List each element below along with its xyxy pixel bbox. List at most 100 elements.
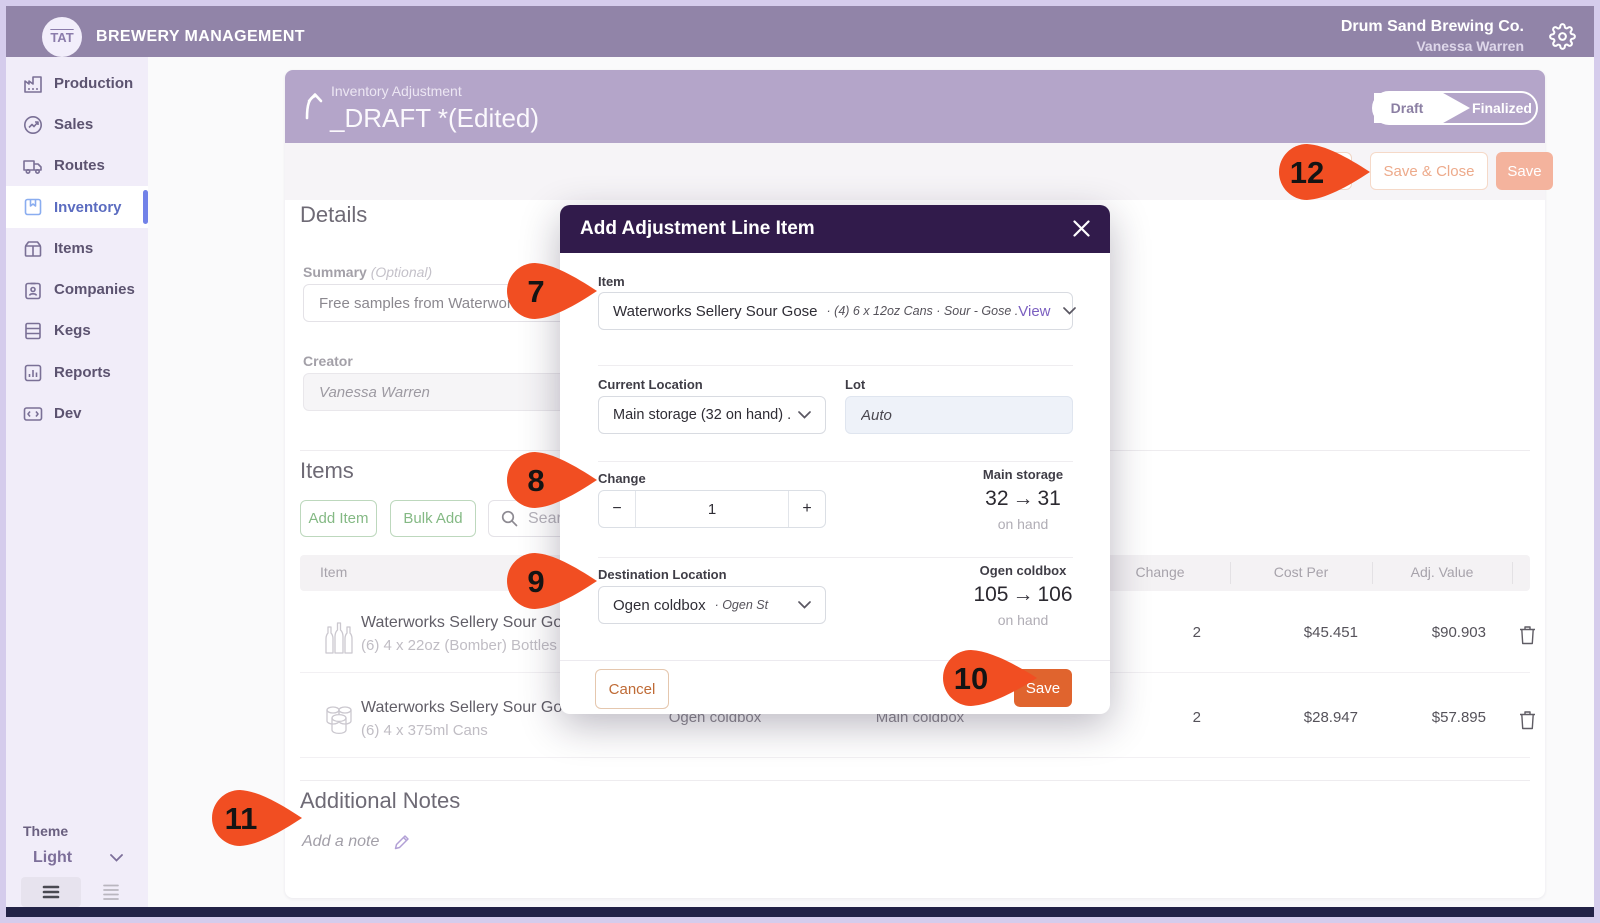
status-toggle: Draft Finalized [1372, 91, 1538, 125]
cancel-button[interactable]: Cancel [595, 669, 669, 709]
item-select-detail: · (4) 6 x 12oz Cans · Sour - Gose . [826, 304, 1019, 318]
sidebar-item-sales[interactable]: Sales [6, 104, 148, 145]
current-location-select[interactable]: Main storage (32 on hand) . [598, 396, 826, 434]
truck-icon [22, 155, 44, 177]
arrow-right-icon: → [1012, 487, 1034, 510]
summary-label: Summary (Optional) [303, 264, 433, 280]
cell-adj-value: $57.895 [1431, 709, 1486, 726]
decrement-button[interactable]: − [612, 500, 622, 517]
code-icon [22, 403, 44, 425]
sidebar-item-production[interactable]: Production [6, 63, 148, 104]
view-item-link[interactable]: View [1018, 302, 1051, 320]
modal-title: Add Adjustment Line Item [580, 218, 815, 239]
sidebar-item-inventory[interactable]: Inventory [6, 186, 148, 228]
sidebar-item-companies[interactable]: Companies [6, 269, 148, 310]
bookmark-box-icon [22, 196, 44, 218]
sidebar-item-items[interactable]: Items [6, 228, 148, 269]
section-divider [300, 780, 1530, 781]
sidebar-item-label: Inventory [54, 198, 122, 216]
col-change: Change [1135, 564, 1185, 580]
bulk-add-button[interactable]: Bulk Add [390, 500, 476, 537]
page-title: _DRAFT *(Edited) [330, 103, 540, 133]
bottles-icon [323, 618, 355, 656]
gift-box-icon [22, 238, 44, 260]
sidebar-item-label: Items [54, 240, 94, 257]
notes-heading: Additional Notes [300, 788, 461, 813]
bar-chart-icon [22, 362, 44, 384]
keg-icon [22, 320, 44, 342]
lot-input[interactable] [845, 396, 1073, 434]
sidebar-item-dev[interactable]: Dev [6, 393, 148, 434]
density-comfort-button[interactable] [81, 877, 141, 907]
item-select-value: Waterworks Sellery Sour Gose [613, 302, 818, 320]
save-and-close-button[interactable]: Save & Close [1370, 152, 1488, 190]
sidebar-item-routes[interactable]: Routes [6, 145, 148, 186]
user-name: Vanessa Warren [1416, 38, 1524, 54]
factory-icon [22, 73, 44, 95]
pencil-icon[interactable] [393, 833, 411, 851]
delete-row-button[interactable] [1518, 624, 1537, 646]
destination-location-label: Destination Location [598, 567, 727, 582]
change-value[interactable]: 1 [635, 491, 789, 527]
summary-optional-label: (Optional) [370, 264, 433, 280]
density-compact-button[interactable] [21, 877, 81, 907]
sidebar-item-label: Routes [54, 157, 105, 174]
item-format: (6) 4 x 375ml Cans [361, 722, 488, 739]
toolbar: Save & Close Save [285, 143, 1553, 200]
cell-change: 2 [1192, 709, 1201, 726]
details-heading: Details [300, 202, 368, 227]
add-note-field[interactable]: Add a note [302, 833, 411, 851]
destination-stock-preview: Ogen coldbox 105 → 106 on hand [940, 563, 1106, 628]
close-icon[interactable] [1073, 220, 1090, 237]
breadcrumb: Inventory Adjustment [331, 83, 462, 99]
id-card-icon [22, 279, 44, 301]
settings-gear-icon[interactable] [1549, 23, 1576, 50]
cell-cost-per: $45.451 [1303, 624, 1358, 641]
col-cost-per: Cost Per [1273, 564, 1329, 580]
chevron-down-icon [798, 601, 811, 609]
app-logo[interactable]: TAT [42, 17, 82, 57]
save-button-top[interactable]: Save [1496, 152, 1553, 190]
item-label: Item [598, 274, 625, 289]
cell-cost-per: $28.947 [1303, 709, 1358, 726]
sidebar-item-reports[interactable]: Reports [6, 352, 148, 393]
logo-text: TAT [50, 29, 74, 45]
theme-select[interactable]: Light [23, 845, 141, 871]
chevron-down-icon [798, 411, 811, 419]
add-item-button[interactable]: Add Item [300, 500, 377, 537]
add-line-item-modal: Add Adjustment Line Item Item Waterworks… [560, 205, 1110, 714]
cell-change: 2 [1192, 624, 1201, 641]
app-title: BREWERY MANAGEMENT [96, 28, 305, 45]
item-name: Waterworks Sellery Sour Gose [361, 614, 580, 631]
delete-row-button[interactable] [1518, 709, 1537, 731]
sidebar-item-label: Production [54, 75, 134, 92]
toolbar-hidden-button[interactable] [1288, 152, 1352, 190]
back-arrow-icon[interactable] [299, 87, 329, 125]
status-draft[interactable]: Draft [1374, 93, 1470, 123]
trend-circle-icon [22, 114, 44, 136]
item-select[interactable]: Waterworks Sellery Sour Gose · (4) 6 x 1… [598, 292, 1076, 330]
chevron-down-icon [110, 854, 123, 862]
sidebar: Production Sales Routes Inventory Items [6, 57, 148, 907]
arrow-right-icon: → [1012, 583, 1034, 606]
items-heading: Items [300, 458, 354, 483]
col-adj-value: Adj. Value [1410, 564, 1474, 580]
status-finalized[interactable]: Finalized [1472, 100, 1532, 116]
modal-footer: Cancel Save [560, 660, 1110, 714]
increment-button[interactable]: + [802, 500, 812, 517]
destination-location-select[interactable]: Ogen coldbox · Ogen St [598, 586, 826, 624]
change-label: Change [598, 471, 646, 486]
current-location-label: Current Location [598, 377, 703, 392]
theme-value: Light [33, 849, 73, 866]
chevron-down-icon [1062, 307, 1076, 315]
modal-save-button[interactable]: Save [1014, 669, 1072, 707]
bottom-bar [6, 907, 1594, 917]
cans-icon [323, 703, 355, 737]
destination-location: Ogen coldbox [979, 563, 1067, 578]
page-header-band: Inventory Adjustment _DRAFT *(Edited) Dr… [285, 70, 1545, 143]
sidebar-item-kegs[interactable]: Kegs [6, 310, 148, 351]
theme-label: Theme [23, 823, 69, 839]
top-bar: TAT BREWERY MANAGEMENT Drum Sand Brewing… [6, 6, 1594, 57]
source-stock-preview: Main storage 32 → 31 on hand [940, 467, 1106, 532]
